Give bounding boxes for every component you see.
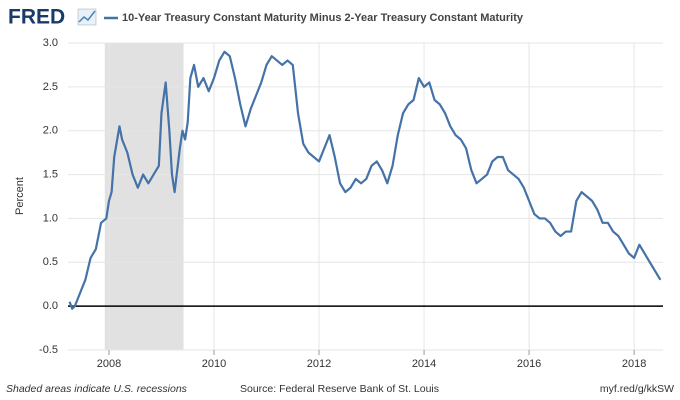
data-line <box>68 50 662 310</box>
x-tick-label: 2016 <box>517 358 541 370</box>
y-tick-label: -0.5 <box>39 344 58 356</box>
y-axis-label: Percent <box>14 177 26 215</box>
recession-band <box>104 43 184 350</box>
x-tick-label: 2008 <box>97 358 121 370</box>
legend-label: 10-Year Treasury Constant Maturity Minus… <box>122 12 524 24</box>
y-tick-label: 3.0 <box>43 37 58 49</box>
logo: FRED <box>8 6 65 29</box>
y-tick-label: 1.0 <box>43 212 58 224</box>
logo-icon <box>77 8 97 26</box>
y-tick-label: 0.5 <box>43 256 58 268</box>
footer-note: Shaded areas indicate U.S. recessions <box>6 383 188 395</box>
y-tick-label: 2.5 <box>43 81 58 93</box>
x-tick-label: 2012 <box>307 358 331 370</box>
y-tick-label: 1.5 <box>43 168 58 180</box>
y-tick-label: 2.0 <box>43 125 58 137</box>
x-tick-label: 2018 <box>622 358 646 370</box>
x-tick-label: 2010 <box>202 358 226 370</box>
footer-link[interactable]: myf.red/g/kkSW <box>600 383 674 395</box>
x-tick-label: 2014 <box>412 358 436 370</box>
footer-source: Source: Federal Reserve Bank of St. Loui… <box>240 383 439 395</box>
y-tick-label: 0.0 <box>43 300 58 312</box>
